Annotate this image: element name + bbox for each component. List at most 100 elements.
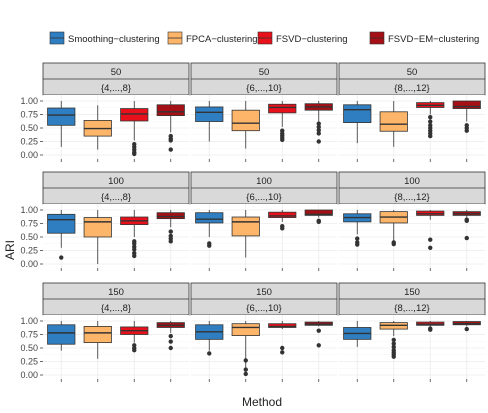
facet-row-label: 100 <box>108 176 124 187</box>
box-2 <box>379 101 408 147</box>
outlier-point <box>391 344 396 350</box>
box-iqr <box>195 212 224 224</box>
outlier-point <box>316 219 321 225</box>
box-iqr <box>343 104 372 123</box>
legend: Smoothing−clustering FPCA−clustering FSVD−… <box>49 31 479 45</box>
box-1 <box>195 210 224 248</box>
outlier-point <box>428 119 433 124</box>
y-tick-label: 1.00 <box>20 205 38 215</box>
outlier-point <box>464 235 469 241</box>
box-iqr <box>231 109 260 132</box>
box-2 <box>83 105 112 150</box>
y-tick-label: 1.00 <box>20 96 38 106</box>
outlier-point <box>391 241 396 247</box>
outlier-point <box>132 151 137 157</box>
y-tick-label: 0.50 <box>20 123 38 133</box>
outlier-point <box>280 137 285 143</box>
facet-row-label: 50 <box>259 67 270 78</box>
y-tick-label: 0.25 <box>20 357 38 367</box>
legend-label-2: FPCA−clustering <box>186 34 258 45</box>
legend-label-4: FSVD−EM−clustering <box>388 34 479 45</box>
outlier-point <box>207 351 212 356</box>
outlier-point <box>168 333 173 339</box>
facet-row-label: 50 <box>407 67 418 78</box>
box-iqr <box>83 325 112 343</box>
outlier-point <box>355 236 360 241</box>
facet-row-label: 50 <box>111 67 122 78</box>
legend-label-3: FSVD−clustering <box>276 34 348 45</box>
box-4 <box>156 321 185 351</box>
outlier-point <box>391 337 396 343</box>
outlier-point <box>280 345 285 351</box>
panel-100-1: 100 {6,...,10} <box>190 171 338 271</box>
outlier-point <box>316 139 321 144</box>
box-4 <box>452 100 481 133</box>
outlier-point <box>316 131 321 136</box>
outlier-point <box>168 229 173 234</box>
facet-row-label: 150 <box>256 287 272 298</box>
y-tick-label: 0.75 <box>20 219 38 229</box>
outlier-point <box>464 128 469 133</box>
x-axis-title: Method <box>242 395 282 409</box>
panel-50-1: 50 {6,...,10} <box>190 62 338 162</box>
y-tick-label: 0.00 <box>20 259 38 269</box>
outlier-point <box>132 253 137 259</box>
box-iqr <box>268 211 297 218</box>
box-iqr <box>47 213 76 234</box>
outlier-point <box>428 245 433 250</box>
outlier-point <box>168 345 173 351</box>
outlier-point <box>316 127 321 133</box>
outlier-point <box>207 243 212 248</box>
box-3 <box>268 210 297 231</box>
box-iqr <box>156 212 185 220</box>
y-tick-label: 0.50 <box>20 343 38 353</box>
panel-150-2: 150 {8,...,12} <box>338 282 486 382</box>
outlier-point <box>168 147 173 152</box>
box-3 <box>268 321 297 355</box>
outlier-point <box>168 239 173 244</box>
box-iqr <box>304 209 333 216</box>
box-3 <box>268 101 297 143</box>
box-4 <box>304 101 333 144</box>
facet-col-label: {6,...,10} <box>246 303 281 314</box>
box-3 <box>120 101 149 157</box>
panel-100-2: 100 {8,...,12} <box>338 171 486 271</box>
facet-col-label: {4,...,8} <box>101 192 131 203</box>
box-4 <box>304 209 333 225</box>
box-iqr <box>268 103 297 114</box>
box-iqr <box>268 323 297 328</box>
box-2 <box>379 210 408 247</box>
box-iqr <box>156 104 185 116</box>
box-iqr <box>47 107 76 126</box>
facet-row-label: 100 <box>256 176 272 187</box>
facet-col-label: {6,...,10} <box>246 83 281 94</box>
facet-col-label: {6,...,10} <box>246 192 281 203</box>
box-iqr <box>231 323 260 336</box>
panel-100-0: 100 {4,...,8} <box>42 171 190 271</box>
outlier-point <box>243 371 248 377</box>
box-1 <box>343 321 372 347</box>
outlier-point <box>428 133 433 139</box>
outlier-point <box>391 341 396 346</box>
box-2 <box>231 321 260 377</box>
box-1 <box>47 101 76 147</box>
box-2 <box>231 101 260 149</box>
box-3 <box>416 210 445 250</box>
box-iqr <box>231 216 260 237</box>
y-axis: 0.00 0.25 0.50 0.75 1.00 0.00 0.25 0.50 0.75 1.00… <box>20 96 43 380</box>
y-tick-label: 0.25 <box>20 246 38 256</box>
outlier-point <box>391 354 396 359</box>
box-2 <box>231 210 260 258</box>
outlier-point <box>280 226 285 231</box>
box-3 <box>120 210 149 259</box>
y-tick-label: 0.00 <box>20 370 38 380</box>
box-iqr <box>83 217 112 238</box>
outlier-point <box>243 358 248 363</box>
box-4 <box>452 210 481 241</box>
outlier-point <box>132 347 137 353</box>
outlier-point <box>428 237 433 242</box>
outlier-point <box>355 242 360 247</box>
box-3 <box>120 321 149 353</box>
facet-row-label: 100 <box>404 176 420 187</box>
